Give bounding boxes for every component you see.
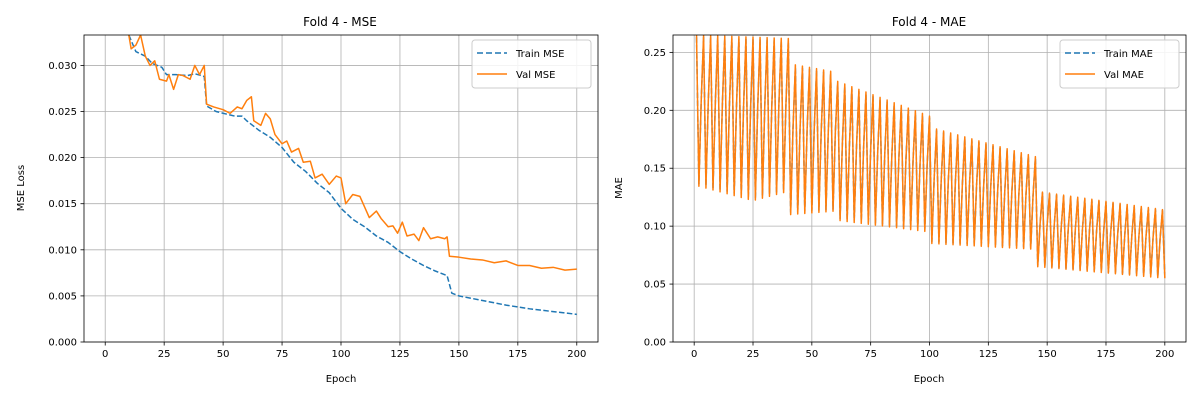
mse-x-tick-label: 50 — [217, 349, 230, 360]
mse-x-tick-label: 75 — [276, 349, 289, 360]
mse-x-tick-label: 100 — [331, 349, 350, 360]
mae-y-axis-label: MAE — [614, 177, 625, 199]
mse-x-tick-label: 175 — [508, 349, 527, 360]
mae-x-tick-label: 150 — [1038, 349, 1057, 360]
mse-y-tick-label: 0.020 — [48, 153, 77, 164]
mae-y-tick-label: 0.10 — [644, 222, 666, 233]
mae-x-tick-label: 25 — [747, 349, 760, 360]
mae-chart-title: Fold 4 - MAE — [892, 15, 966, 29]
mae-x-tick-label: 175 — [1096, 349, 1115, 360]
mse-x-axis-label: Epoch — [326, 374, 357, 385]
mse-legend-val-label: Val MSE — [516, 70, 555, 81]
mae-x-tick-label: 200 — [1155, 349, 1174, 360]
mae-x-tick-label: 125 — [979, 349, 998, 360]
mae-legend-val-label: Val MAE — [1104, 70, 1144, 81]
mse-series-group — [128, 35, 577, 316]
mse-plot-frame — [83, 34, 599, 343]
mse-y-axis-label: MSE Loss — [16, 165, 27, 211]
mae-legend: Train MAE Val MAE — [1059, 39, 1180, 89]
mae-chart: Fold 4 - MAE 0 25 50 75 100 125 150 175 2000.000… — [614, 15, 1187, 385]
mae-x-tick-label: 50 — [805, 349, 818, 360]
mae-series-group — [695, 35, 1166, 279]
mse-axis-ticks: 0 25 50 75 100 125 150 175 200 0.000 0.005 0.010 0.0… — [48, 61, 586, 360]
mse-y-tick-label: 0.000 — [48, 338, 77, 349]
mae-x-tick-label: 75 — [864, 349, 877, 360]
mse-series-train-line — [128, 35, 577, 316]
mae-plot-frame — [672, 34, 1187, 343]
mae-y-tick-label: 0.20 — [644, 106, 666, 117]
mse-x-tick-label: 125 — [390, 349, 409, 360]
mse-y-tick-label: 0.015 — [48, 199, 77, 210]
mse-legend: Train MSE Val MSE — [471, 39, 592, 89]
mae-y-tick-label: 0.00 — [644, 338, 666, 349]
mse-chart-title: Fold 4 - MSE — [303, 15, 377, 29]
mae-legend-train-label: Train MAE — [1103, 49, 1153, 60]
mse-legend-train-label: Train MSE — [515, 49, 564, 60]
mse-legend-box — [471, 39, 592, 89]
mse-x-tick-label: 200 — [567, 349, 586, 360]
mse-x-tick-label: 150 — [449, 349, 468, 360]
mae-x-tick-label: 0 — [691, 349, 697, 360]
mse-y-tick-label: 0.005 — [48, 291, 77, 302]
mae-x-axis-label: Epoch — [914, 374, 945, 385]
mae-series-val-line — [695, 35, 1166, 279]
mse-y-tick-label: 0.030 — [48, 61, 77, 72]
mse-y-tick-label: 0.025 — [48, 107, 77, 118]
mae-y-tick-label: 0.25 — [644, 48, 666, 59]
mse-chart: Fold 4 - MSE 0 25 50 75 100 125 150 175 200 0.000… — [16, 15, 599, 385]
mse-x-tick-label: 0 — [102, 349, 108, 360]
mse-series-val-line — [128, 35, 577, 271]
mse-x-tick-label: 25 — [158, 349, 171, 360]
mae-y-tick-label: 0.05 — [644, 280, 666, 291]
mae-legend-box — [1059, 39, 1180, 89]
mae-x-tick-label: 100 — [920, 349, 939, 360]
mae-axis-ticks: 0 25 50 75 100 125 150 175 200 0.00 0.05 0.10 0.15 0.… — [644, 48, 1175, 360]
mse-y-tick-label: 0.010 — [48, 245, 77, 256]
mae-y-tick-label: 0.15 — [644, 164, 666, 175]
